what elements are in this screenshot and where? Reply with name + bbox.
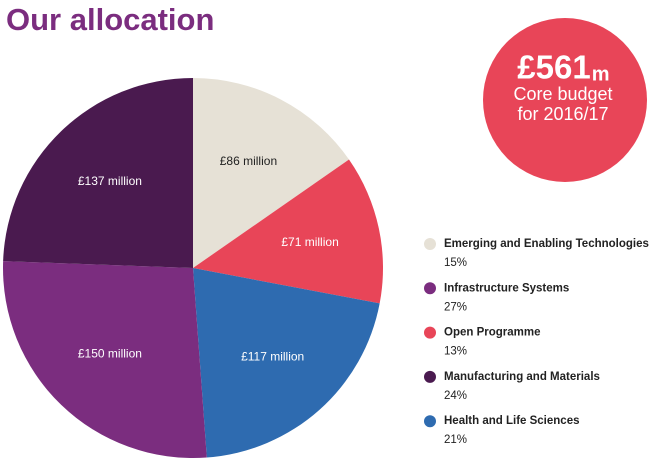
legend-label: Infrastructure Systems — [444, 282, 569, 294]
budget-unit: m — [592, 63, 610, 85]
pie-slice — [193, 268, 380, 458]
legend-share: 27% — [444, 301, 467, 313]
legend-swatch — [424, 415, 436, 428]
budget-caption: for 2016/17 — [517, 104, 608, 124]
budget-badge — [483, 18, 647, 182]
pie-slice — [193, 159, 384, 304]
slice-label: £86 million — [220, 154, 277, 168]
legend-share: 13% — [444, 346, 467, 358]
legend-share: 15% — [444, 257, 467, 269]
legend-label: Emerging and Enabling Technologies — [444, 238, 649, 250]
pie-slice — [3, 78, 194, 268]
pie-slice — [3, 261, 207, 458]
legend-label: Manufacturing and Materials — [444, 371, 600, 383]
legend-swatch — [424, 282, 436, 295]
slice-label: £137 million — [78, 174, 142, 188]
legend-label: Open Programme — [444, 327, 541, 339]
slice-label: £117 million — [241, 350, 304, 364]
legend-share: 21% — [444, 434, 467, 446]
legend-swatch — [424, 326, 436, 339]
legend-swatch — [424, 370, 436, 383]
budget-total: £561 — [517, 49, 590, 86]
legend-share: 24% — [444, 390, 467, 402]
slice-label: £150 million — [78, 346, 142, 360]
legend-swatch — [424, 238, 436, 250]
pie-slice — [193, 78, 349, 268]
slice-label: £71 million — [281, 235, 338, 249]
chart-title: Our allocation — [6, 2, 214, 37]
budget-caption: Core budget — [513, 84, 612, 104]
legend-label: Health and Life Sciences — [444, 415, 580, 427]
